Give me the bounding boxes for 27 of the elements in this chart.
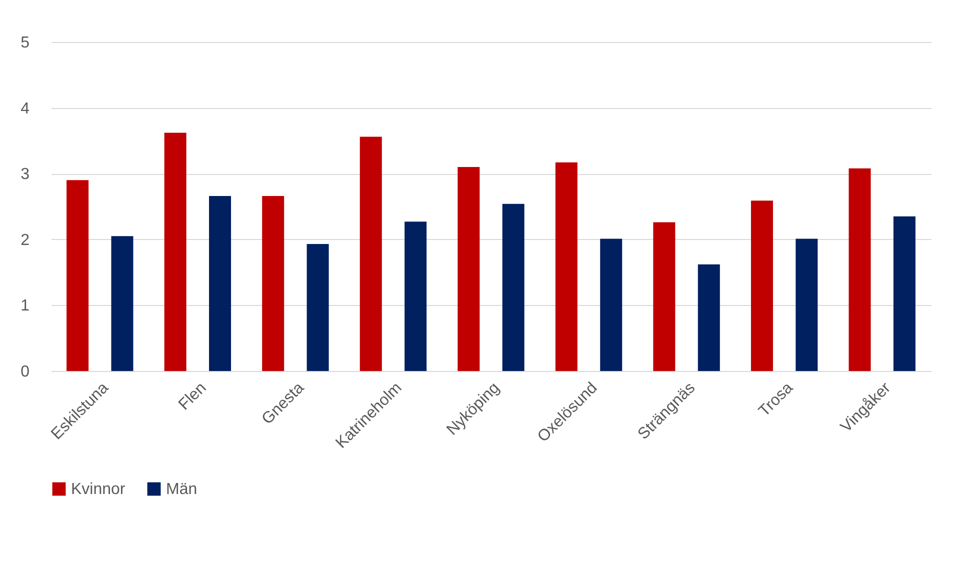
bar bbox=[66, 180, 89, 371]
bar bbox=[750, 200, 773, 371]
bar bbox=[209, 196, 232, 371]
bar bbox=[600, 238, 622, 371]
y-tick-label: 1 bbox=[20, 298, 30, 315]
bar bbox=[306, 244, 329, 371]
y-tick-label: 3 bbox=[20, 166, 30, 184]
bar bbox=[360, 136, 382, 371]
bar bbox=[653, 222, 676, 371]
bar bbox=[404, 222, 427, 371]
y-tick-label: 2 bbox=[20, 232, 30, 249]
bar bbox=[555, 162, 578, 371]
bar bbox=[111, 236, 134, 371]
bar bbox=[262, 196, 284, 371]
legend-label: Män bbox=[166, 481, 198, 498]
y-tick-label: 4 bbox=[20, 100, 30, 118]
bar bbox=[502, 204, 524, 371]
bar bbox=[164, 132, 186, 371]
y-tick-label: 5 bbox=[20, 34, 30, 52]
legend-label: Kvinnor bbox=[71, 481, 126, 498]
bar bbox=[458, 167, 480, 371]
bar bbox=[796, 238, 818, 371]
bar bbox=[698, 264, 720, 371]
bar bbox=[848, 168, 871, 371]
bar bbox=[893, 216, 916, 371]
x-tick-label: Flen bbox=[176, 380, 210, 414]
y-tick-label: 0 bbox=[20, 364, 30, 380]
